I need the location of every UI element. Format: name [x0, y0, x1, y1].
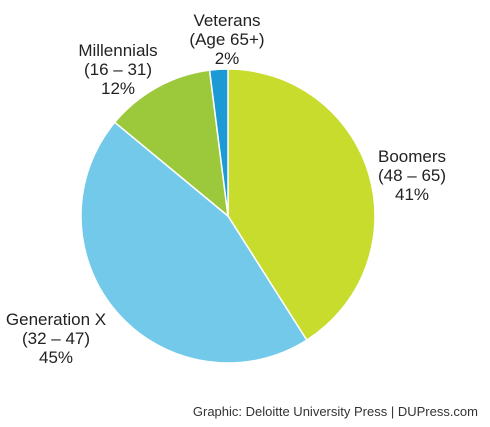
- pie-slice-millennials: [113, 69, 229, 218]
- pie-slice-generation-x: [80, 121, 308, 364]
- label-boomers-percent: 41%: [395, 185, 429, 204]
- label-boomers-range: (48 – 65): [378, 166, 446, 185]
- pie-slice-veterans: [208, 68, 229, 217]
- label-veterans-range: (Age 65+): [189, 30, 264, 49]
- label-genx-name: Generation X: [6, 310, 106, 329]
- pie-slices: [80, 68, 376, 364]
- label-veterans-percent: 2%: [215, 49, 240, 68]
- label-genx-percent: 45%: [39, 348, 73, 367]
- label-boomers-name: Boomers: [378, 147, 446, 166]
- label-millennials-percent: 12%: [101, 79, 135, 98]
- label-millennials-range: (16 – 31): [84, 60, 152, 79]
- source-credit: Graphic: Deloitte University Press | DUP…: [192, 404, 478, 419]
- label-veterans-name: Veterans: [193, 11, 260, 30]
- label-millennials-name: Millennials: [78, 41, 157, 60]
- label-genx-range: (32 – 47): [22, 329, 90, 348]
- pie-slice-boomers: [227, 68, 376, 342]
